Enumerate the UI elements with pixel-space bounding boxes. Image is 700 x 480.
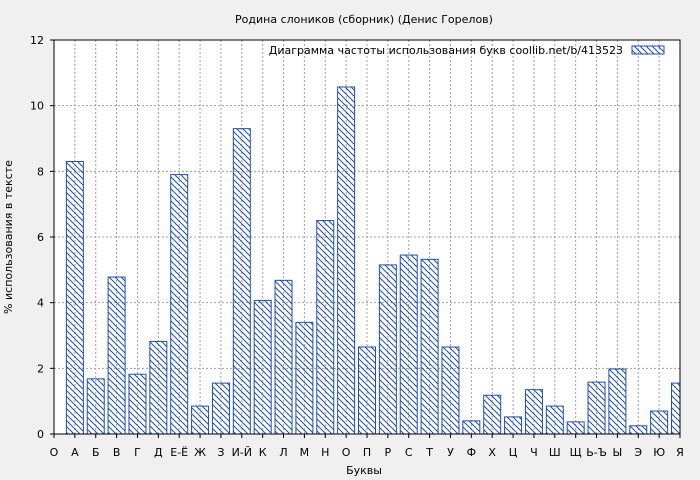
bar	[253, 299, 272, 435]
bar	[483, 394, 502, 435]
y-tick-label: 4	[37, 297, 44, 310]
bar	[545, 405, 564, 435]
bar	[316, 220, 335, 435]
bar	[566, 421, 585, 435]
y-tick-label: 6	[37, 231, 44, 244]
x-tick-label: Е-Ё	[170, 446, 188, 459]
bar	[608, 368, 627, 435]
bar	[232, 128, 251, 435]
y-tick-label: 2	[37, 362, 44, 375]
x-tick-label: Щ	[570, 446, 582, 459]
bar	[629, 425, 648, 435]
x-tick-label: О	[342, 446, 351, 459]
bar	[441, 346, 460, 435]
x-tick-label: Х	[488, 446, 496, 459]
x-tick-label: Ш	[549, 446, 561, 459]
bar	[420, 258, 439, 435]
bar	[107, 276, 126, 435]
x-tick-label: М	[300, 446, 310, 459]
bar	[65, 160, 84, 435]
x-tick-label: У	[447, 446, 454, 459]
x-tick-label: Н	[321, 446, 329, 459]
bar	[462, 420, 481, 435]
x-tick-label: Ж	[194, 446, 206, 459]
x-tick-label: Л	[279, 446, 287, 459]
x-tick-label: Д	[154, 446, 163, 459]
bar	[650, 410, 669, 435]
x-tick-label: Б	[92, 446, 100, 459]
x-tick-label: Я	[676, 446, 684, 459]
x-tick-label: Ь-Ъ	[586, 446, 607, 459]
y-tick-label: 12	[30, 34, 44, 47]
bars	[65, 86, 681, 435]
y-axis-label: % использования в тексте	[2, 160, 15, 314]
x-tick-label: К	[259, 446, 267, 459]
x-tick-label: Э	[634, 446, 642, 459]
bar	[337, 86, 356, 435]
bar	[671, 382, 681, 435]
x-tick-label: Ы	[613, 446, 623, 459]
x-tick-label: П	[363, 446, 371, 459]
x-tick-label: Р	[385, 446, 392, 459]
y-tick-label: 0	[37, 428, 44, 441]
chart-title: Родина слоников (сборник) (Денис Горелов…	[235, 13, 493, 26]
bar	[170, 174, 189, 435]
bar	[274, 279, 293, 435]
bar	[587, 381, 606, 435]
x-tick-label: Ю	[653, 446, 665, 459]
x-axis-ticks: О А Б В Г Д Е-Ё Ж З И-Й К Л М Н О П Р С Т У Ф Х Ц Ч Ш Щ Ь-Ъ Ы Э Ю Я	[50, 434, 684, 459]
x-tick-label: Т	[425, 446, 433, 459]
bar	[191, 405, 210, 435]
bar	[524, 389, 543, 435]
x-tick-label: А	[71, 446, 79, 459]
x-tick-label: Ф	[467, 446, 476, 459]
bar	[211, 382, 230, 435]
legend-swatch	[631, 45, 665, 55]
legend: Диаграмма частоты использования букв coo…	[269, 44, 665, 57]
bar	[86, 378, 105, 435]
bar	[378, 264, 397, 435]
x-tick-label: З	[217, 446, 224, 459]
y-axis-ticks: 0 2 4 6 8 10 12	[30, 34, 54, 441]
y-tick-label: 8	[37, 165, 44, 178]
x-tick-label: С	[405, 446, 413, 459]
x-axis-label: Буквы	[346, 464, 382, 477]
x-tick-label: Ч	[530, 446, 538, 459]
legend-label: Диаграмма частоты использования букв coo…	[269, 44, 623, 57]
bar	[149, 340, 168, 435]
bar	[399, 254, 418, 435]
x-tick-label: Ц	[509, 446, 518, 459]
x-tick-label: В	[113, 446, 121, 459]
bar	[504, 416, 523, 435]
y-tick-label: 10	[30, 100, 44, 113]
bar	[358, 346, 376, 435]
bar	[295, 321, 314, 435]
bar	[128, 373, 147, 435]
x-tick-label: Г	[134, 446, 141, 459]
x-tick-label: И-Й	[232, 446, 252, 459]
x-tick-label: О	[50, 446, 59, 459]
